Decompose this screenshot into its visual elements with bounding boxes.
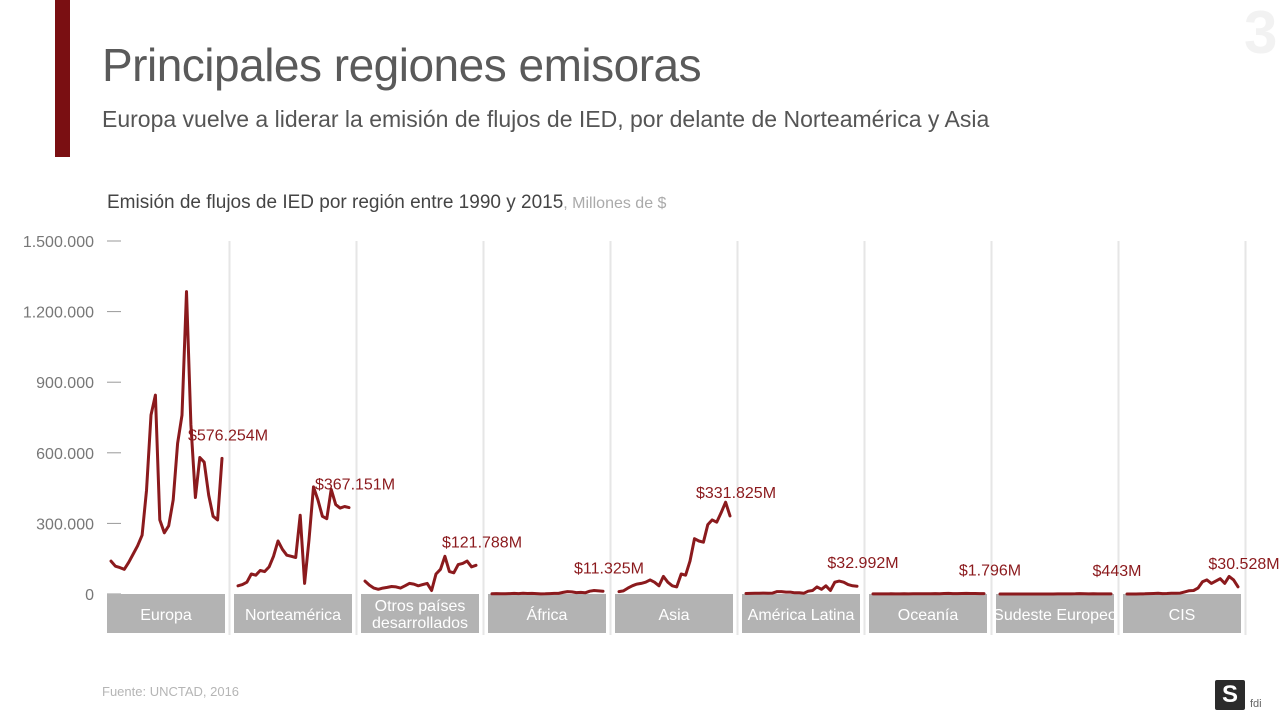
chart-units: , Millones de $ [563, 195, 667, 212]
source-note: Fuente: UNCTAD, 2016 [102, 684, 240, 699]
y-tick-label: 1.200.000 [23, 305, 94, 322]
end-value-label: $32.992M [827, 555, 898, 572]
end-value-label: $30.528M [1208, 556, 1279, 573]
y-axis: 0 300.000 600.000 900.000 1.200.000 1.500.000 [23, 234, 121, 604]
panel--frica: África $11.325M [488, 560, 644, 633]
end-value-label: $1.796M [959, 563, 1021, 580]
y-tick-label: 0 [85, 587, 94, 604]
end-value-label: $331.825M [696, 485, 776, 502]
end-value-label: $11.325M [574, 560, 644, 577]
region-label: CIS [1169, 607, 1196, 624]
chart-title: Emisión de flujos de IED por región entr… [107, 192, 564, 213]
region-label-box [615, 594, 733, 633]
end-value-label: $443M [1093, 563, 1142, 580]
series-line [490, 589, 605, 596]
region-label-box [488, 594, 606, 633]
region-label-box [869, 594, 987, 633]
panel-asia: Asia $331.825M [615, 485, 776, 633]
region-label-box [107, 594, 225, 633]
region-label-box [1123, 594, 1241, 633]
y-tick-label: 900.000 [36, 375, 94, 392]
page-title: Principales regiones emisoras [102, 39, 702, 91]
series-line [363, 554, 478, 592]
y-tick-label: 300.000 [36, 516, 94, 533]
region-panels: Europa $576.254M Norteamérica $367.151M Otro… [107, 290, 1280, 633]
region-label: desarrollados [372, 615, 468, 632]
accent-bar [55, 0, 70, 157]
page-subtitle: Europa vuelve a liderar la emisión de fl… [102, 106, 990, 132]
y-tick-label: 600.000 [36, 446, 94, 463]
series-line [617, 500, 732, 594]
region-label: Asia [658, 607, 689, 624]
region-label-box [361, 594, 479, 633]
region-label: África [527, 605, 568, 624]
panel-am-rica-latina: América Latina $32.992M [742, 555, 899, 633]
region-label: Norteamérica [245, 607, 341, 624]
series-line [109, 290, 224, 571]
page-number: 3 [1244, 0, 1278, 66]
panel-europa: Europa $576.254M [107, 290, 268, 633]
chart-grid [228, 241, 1247, 635]
panel-ocean-a: Oceanía $1.796M [869, 563, 1021, 633]
region-label-box [996, 594, 1114, 633]
series-line [1125, 574, 1240, 596]
region-label: Europa [140, 607, 192, 624]
brand-logo-sub: fdi [1250, 698, 1262, 710]
region-label-box [234, 594, 352, 633]
end-value-label: $576.254M [188, 427, 268, 444]
region-label: Otros países [375, 598, 466, 615]
chart-title-block: Emisión de flujos de IED por región entr… [107, 192, 666, 214]
panel-norteam-rica: Norteamérica $367.151M [234, 477, 395, 633]
series-line [871, 591, 986, 596]
panel-sudeste-europeo: Sudeste Europeo $443M [993, 563, 1141, 633]
region-label: Oceanía [898, 607, 959, 624]
region-label: Sudeste Europeo [993, 607, 1117, 624]
region-label: América Latina [748, 607, 855, 624]
end-value-label: $367.151M [315, 477, 395, 494]
series-line [744, 579, 859, 595]
end-value-label: $121.788M [442, 534, 522, 551]
brand-logo: S [1215, 680, 1245, 710]
series-line [236, 485, 351, 588]
region-label-box [742, 594, 860, 633]
y-tick-label: 1.500.000 [23, 234, 94, 251]
panel-cis: CIS $30.528M [1123, 556, 1280, 633]
